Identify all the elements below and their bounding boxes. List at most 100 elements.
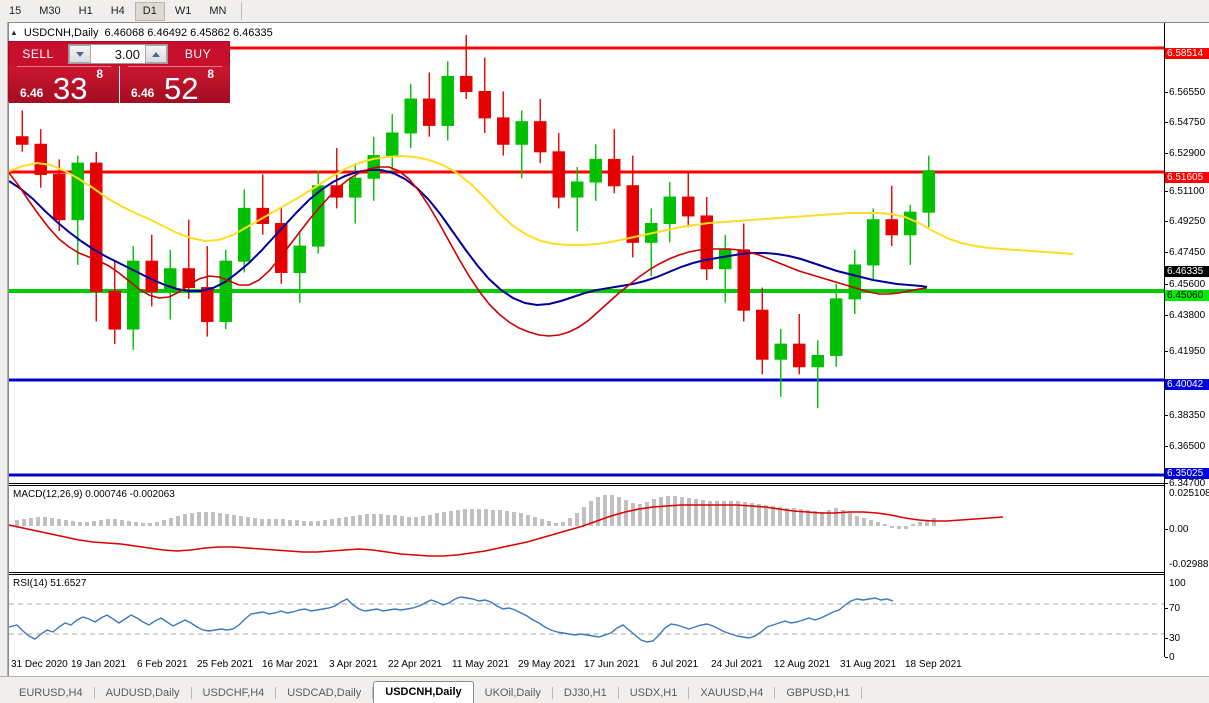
- tab-ukoil-daily[interactable]: UKOil,Daily: [484, 687, 541, 699]
- chart-window-gutter: [0, 22, 8, 676]
- candle-body: [460, 75, 473, 92]
- tab-divider: [93, 687, 95, 699]
- candle-body: [34, 143, 47, 175]
- candle-body: [293, 245, 306, 273]
- time-label: 25 Feb 2021: [197, 659, 254, 670]
- time-label: 19 Jan 2021: [71, 659, 127, 670]
- tab-audusd-daily[interactable]: AUDUSD,Daily: [105, 687, 180, 699]
- collapse-triangle-icon[interactable]: ▲: [10, 28, 18, 37]
- spin-up-icon: [152, 51, 160, 57]
- macd-axis-label-min: -0.02988: [1169, 559, 1209, 570]
- axis-tick-label: 6.52900: [1169, 148, 1206, 159]
- candle-body: [682, 196, 695, 217]
- candle-body: [589, 158, 602, 183]
- candle-body: [756, 309, 769, 360]
- tab-divider: [372, 687, 374, 699]
- candle-body: [552, 151, 565, 198]
- timeframe-m30[interactable]: M30: [39, 4, 61, 17]
- volume-input[interactable]: 3.00: [114, 46, 140, 62]
- sell-button[interactable]: 6.46 33 8: [9, 66, 120, 103]
- candlestick-series: [16, 34, 935, 409]
- timeframe-h4[interactable]: H4: [110, 4, 125, 17]
- price-axis[interactable]: 6.58514 6.56550 6.54750 6.52900 6.51605 …: [1164, 23, 1209, 663]
- candle-body: [719, 249, 732, 270]
- volume-stepper[interactable]: 3.00: [68, 44, 168, 64]
- rsi-axis-label-0: 0: [1169, 652, 1175, 663]
- timeframe-w1[interactable]: W1: [174, 4, 192, 17]
- tab-xauusd-h4[interactable]: XAUUSD,H4: [700, 687, 764, 699]
- candle-body: [182, 268, 195, 289]
- tab-strip-spacer: [0, 681, 8, 703]
- one-click-header: SELL 3.00 BUY: [9, 42, 231, 66]
- candle-body: [830, 298, 843, 356]
- tab-divider: [688, 687, 690, 699]
- chart-title-bar: ▲ USDCNH,Daily 6.46068 6.46492 6.45862 6…: [10, 26, 273, 40]
- time-label: 31 Aug 2021: [840, 659, 897, 670]
- timeframe-toolbar: 15 M30 H1 H4 D1 W1 MN: [0, 0, 1209, 23]
- rsi-indicator-pane[interactable]: RSI(14) 51.6527: [9, 574, 1164, 657]
- time-label: 16 Mar 2021: [262, 659, 319, 670]
- price-chart-svg: [9, 34, 1164, 477]
- macd-indicator-pane[interactable]: MACD(12,26,9) 0.000746 -0.002063: [9, 485, 1164, 573]
- tab-divider: [551, 687, 553, 699]
- tab-divider: [190, 687, 192, 699]
- sell-underline: [17, 66, 111, 67]
- chart-symbol-label: USDCNH,Daily: [23, 27, 99, 39]
- tab-usdchf-h4[interactable]: USDCHF,H4: [202, 687, 265, 699]
- timeframe-m15[interactable]: 15: [9, 4, 22, 17]
- one-click-trading-panel[interactable]: SELL 3.00 BUY 6.46 33 8 6.46 52 8: [8, 41, 231, 103]
- rsi-axis-label-30: 30: [1169, 633, 1181, 644]
- axis-tick-label: 6.47450: [1169, 247, 1206, 258]
- buy-label[interactable]: BUY: [184, 47, 212, 61]
- tab-usdcnh-daily[interactable]: USDCNH,Daily: [373, 681, 474, 703]
- candle-body: [793, 343, 806, 368]
- time-label: 24 Jul 2021: [711, 659, 763, 670]
- ma-fast-line: [9, 166, 928, 337]
- buy-button[interactable]: 6.46 52 8: [120, 66, 230, 103]
- ma-mid-line: [9, 169, 928, 307]
- axis-tick-label: 6.49250: [1169, 216, 1206, 227]
- candle-body: [275, 222, 288, 273]
- timeframe-mn[interactable]: MN: [209, 4, 227, 17]
- rsi-line: [9, 596, 894, 643]
- candle-body: [626, 185, 639, 243]
- volume-decrease-button[interactable]: [69, 45, 91, 63]
- tab-usdx-h1[interactable]: USDX,H1: [629, 687, 678, 699]
- candle-body: [423, 98, 436, 126]
- candle-body: [848, 264, 861, 300]
- tab-gbpusd-h1[interactable]: GBPUSD,H1: [786, 687, 850, 699]
- candle-body: [515, 121, 528, 145]
- candle-body: [608, 158, 621, 187]
- tab-eurusd-h4[interactable]: EURUSD,H4: [19, 687, 83, 699]
- timeframe-h1[interactable]: H1: [78, 4, 93, 17]
- timeframe-d1[interactable]: D1: [134, 1, 165, 21]
- tab-dj30-h1[interactable]: DJ30,H1: [563, 687, 607, 699]
- tab-usdcad-daily[interactable]: USDCAD,Daily: [287, 687, 362, 699]
- axis-tag-resistance-2: 6.51605: [1165, 172, 1209, 183]
- sell-price-major: 33: [53, 71, 88, 103]
- axis-tick-label: 6.34700: [1169, 478, 1206, 489]
- axis-tag-support: 6.45060: [1165, 290, 1209, 301]
- axis-tick-label: 6.43800: [1169, 310, 1206, 321]
- candle-body: [386, 132, 399, 157]
- candle-body: [256, 207, 269, 224]
- time-label: 6 Feb 2021: [137, 659, 188, 670]
- macd-caption: MACD(12,26,9) 0.000746 -0.002063: [13, 489, 175, 500]
- candle-body: [885, 219, 898, 236]
- candle-body: [534, 121, 547, 153]
- toolbar-divider: [241, 2, 243, 20]
- candle-body: [90, 162, 103, 292]
- sell-label[interactable]: SELL: [22, 47, 54, 61]
- macd-axis-label-max: 0.025108: [1169, 488, 1209, 499]
- volume-increase-button[interactable]: [145, 45, 167, 63]
- buy-price-major: 52: [164, 71, 199, 103]
- candle-body: [330, 185, 343, 198]
- axis-tick-label: 6.41950: [1169, 346, 1206, 357]
- one-click-prices: 6.46 33 8 6.46 52 8: [9, 66, 231, 103]
- axis-tick-label: 6.45600: [1169, 279, 1206, 290]
- candle-body: [497, 117, 510, 145]
- candle-body: [571, 181, 584, 198]
- candle-body: [478, 90, 491, 119]
- rsi-caption: RSI(14) 51.6527: [13, 578, 87, 589]
- candle-body: [774, 343, 787, 360]
